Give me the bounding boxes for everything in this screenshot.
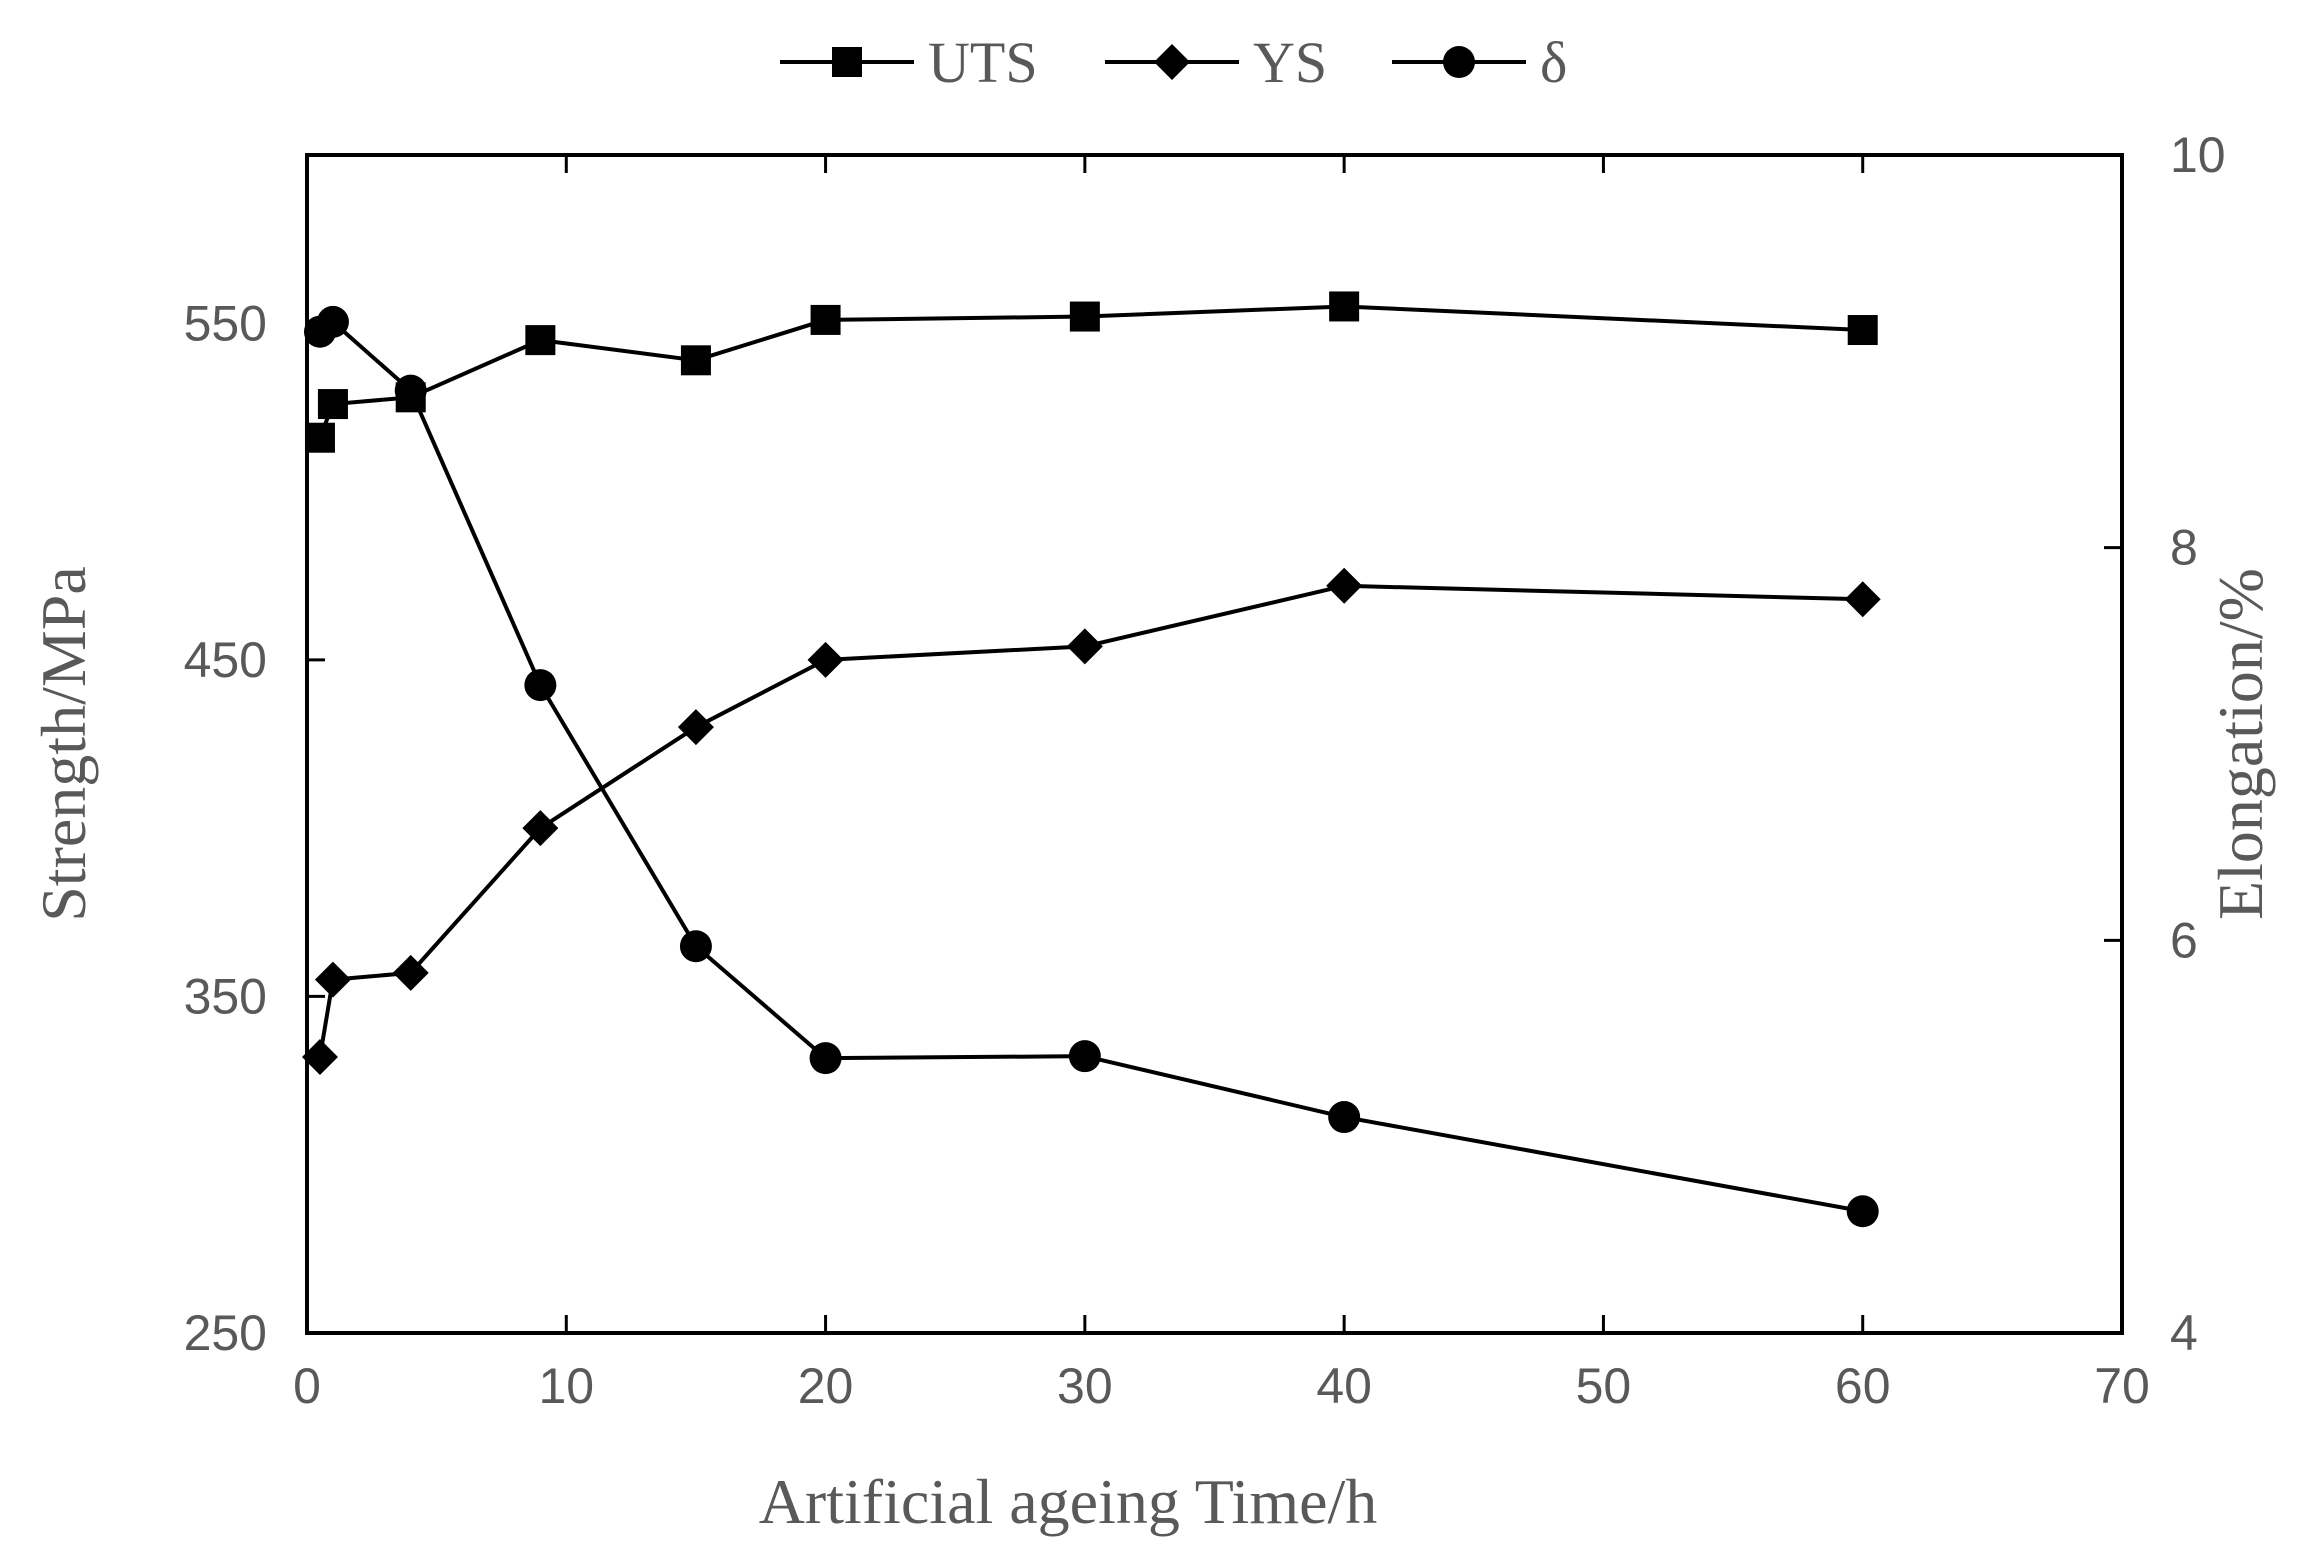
series-layer — [301, 291, 1881, 1228]
data-point-delta — [809, 1042, 842, 1075]
y-tick-label: 250 — [184, 1305, 267, 1361]
x-tick-label: 30 — [1057, 1358, 1113, 1414]
data-point-delta — [679, 930, 712, 963]
y-tick-label: 450 — [184, 632, 267, 688]
y2-tick-label: 8 — [2170, 520, 2198, 576]
x-tick-label: 40 — [1316, 1358, 1372, 1414]
data-point-delta — [316, 305, 349, 338]
data-point-ys — [392, 954, 429, 991]
data-point-uts — [317, 389, 348, 420]
legend-marker-uts — [832, 47, 862, 77]
y2-axis-title: Elongation/% — [2205, 568, 2276, 920]
data-point-ys — [1066, 628, 1103, 665]
legend-label-uts: UTS — [928, 30, 1038, 95]
data-point-uts — [1069, 301, 1100, 332]
data-point-delta — [524, 669, 557, 702]
y2-tick-label: 4 — [2170, 1305, 2198, 1361]
data-point-ys — [314, 961, 351, 998]
x-tick-label: 70 — [2094, 1358, 2150, 1414]
data-point-uts — [304, 422, 335, 453]
data-point-uts — [810, 304, 841, 335]
data-point-ys — [1326, 567, 1363, 604]
data-point-delta — [1068, 1040, 1101, 1073]
data-point-uts — [680, 345, 711, 376]
x-tick-label: 10 — [538, 1358, 594, 1414]
legend-label-ys: YS — [1253, 30, 1327, 95]
legend-marker-delta — [1443, 46, 1475, 78]
data-point-delta — [394, 374, 427, 407]
y-axis-title: Strength/MPa — [28, 566, 99, 922]
x-tick-label: 60 — [1835, 1358, 1891, 1414]
data-point-ys — [522, 810, 559, 847]
data-point-ys — [677, 709, 714, 746]
data-point-delta — [1328, 1101, 1361, 1134]
legend-marker-ys — [1154, 44, 1190, 80]
data-point-ys — [807, 641, 844, 678]
y-tick-label: 350 — [184, 968, 267, 1024]
x-tick-label: 50 — [1576, 1358, 1632, 1414]
data-point-ys — [1844, 581, 1881, 618]
y2-tick-label: 10 — [2170, 127, 2226, 183]
legend-label-delta: δ — [1540, 30, 1567, 95]
x-tick-label: 0 — [293, 1358, 321, 1414]
data-point-ys — [301, 1039, 338, 1076]
plot-area-frame — [305, 153, 2124, 1335]
data-point-uts — [525, 325, 556, 356]
x-axis-title: Artificial ageing Time/h — [759, 1466, 1378, 1537]
data-point-uts — [1329, 291, 1360, 322]
axis-ticks: 0 10 20 30 40 50 60 70 250 350 450 550 4 6 8 10 — [184, 127, 2226, 1414]
y2-tick-label: 6 — [2170, 912, 2198, 968]
data-point-delta — [1846, 1195, 1879, 1228]
y-tick-label: 550 — [184, 295, 267, 351]
legend: UTS YS δ — [780, 30, 1567, 95]
x-tick-label: 20 — [798, 1358, 854, 1414]
data-point-uts — [1847, 315, 1878, 346]
